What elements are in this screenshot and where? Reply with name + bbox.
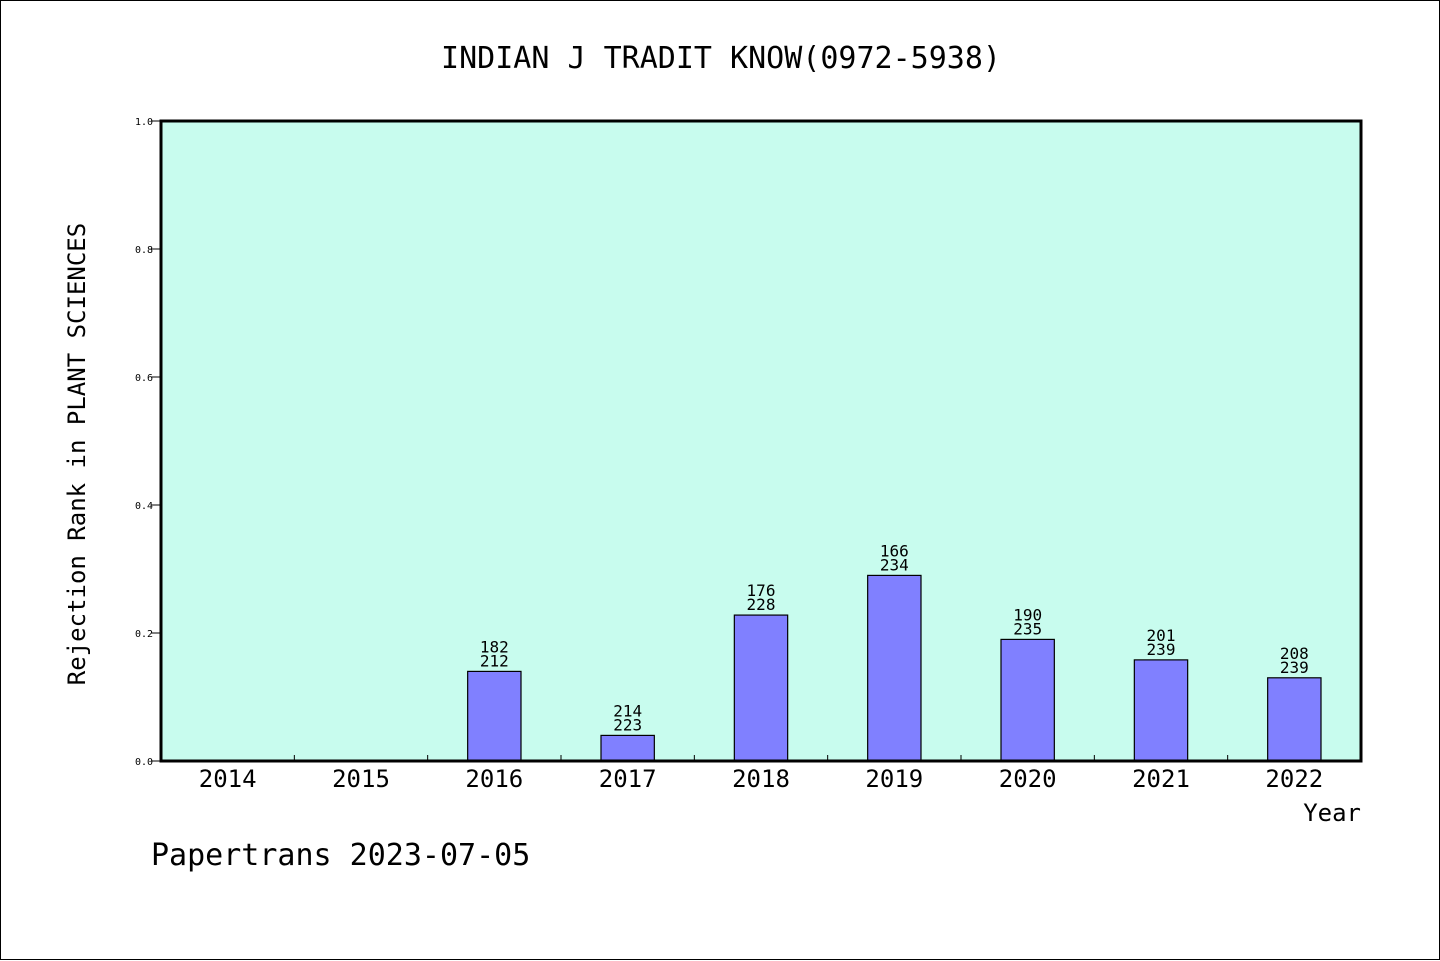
bar-label-bottom: 235 bbox=[1013, 619, 1042, 638]
bar-label-bottom: 234 bbox=[880, 555, 909, 574]
bar-label-top: 166 bbox=[880, 541, 909, 560]
bar-label-bottom: 239 bbox=[1280, 658, 1309, 677]
y-tick-label: 0.0 bbox=[135, 757, 153, 768]
bar-2022 bbox=[1267, 677, 1322, 762]
x-tick-label: 2018 bbox=[732, 765, 790, 793]
x-axis-label: Year bbox=[1303, 799, 1361, 827]
x-tick-label: 2019 bbox=[865, 765, 923, 793]
x-tick-label: 2017 bbox=[599, 765, 657, 793]
y-tick-label: 1.0 bbox=[135, 117, 153, 128]
bar-label-bottom: 228 bbox=[747, 595, 776, 614]
y-tick-label: 0.4 bbox=[135, 501, 153, 512]
plot-border bbox=[159, 119, 1363, 763]
x-axis-ticks: 2014 2015 2016 2017 2018 2019 2020 2021 2022 bbox=[199, 755, 1323, 793]
y-tick-label: 0.2 bbox=[135, 629, 153, 640]
y-axis-label: Rejection Rank in PLANT SCIENCES bbox=[63, 223, 91, 685]
bar-label-top: 176 bbox=[747, 581, 776, 600]
bar-label-bottom: 239 bbox=[1147, 640, 1176, 659]
bar-2017 bbox=[600, 734, 655, 762]
y-tick-label: 0.8 bbox=[135, 245, 153, 256]
bar-label-bottom: 223 bbox=[613, 715, 642, 734]
y-tick-label: 0.6 bbox=[135, 373, 153, 384]
x-tick-label: 2016 bbox=[465, 765, 523, 793]
bar-2016 bbox=[467, 670, 522, 762]
bar-label-top: 208 bbox=[1280, 644, 1309, 663]
y-axis-ticks: 0.0 0.2 0.4 0.6 0.8 1.0 bbox=[135, 117, 161, 768]
chart-title: INDIAN J TRADIT KNOW(0972-5938) bbox=[441, 41, 1001, 76]
bar-label-bottom: 212 bbox=[480, 651, 509, 670]
x-tick-label: 2022 bbox=[1265, 765, 1323, 793]
x-tick-label: 2015 bbox=[332, 765, 390, 793]
bar-label-top: 190 bbox=[1013, 605, 1042, 624]
bar-label-top: 201 bbox=[1147, 626, 1176, 645]
bar-2019 bbox=[867, 574, 922, 762]
bar-2021 bbox=[1133, 659, 1189, 762]
bars-layer bbox=[467, 574, 1322, 762]
x-tick-label: 2021 bbox=[1132, 765, 1190, 793]
bar-label-top: 182 bbox=[480, 637, 509, 656]
bar-2020 bbox=[1000, 638, 1055, 762]
x-tick-label: 2020 bbox=[999, 765, 1057, 793]
bar-label-top: 214 bbox=[613, 701, 642, 720]
bar-2018 bbox=[733, 614, 789, 762]
footer-credit: Papertrans 2023-07-05 bbox=[151, 838, 530, 873]
x-tick-label: 2014 bbox=[199, 765, 257, 793]
